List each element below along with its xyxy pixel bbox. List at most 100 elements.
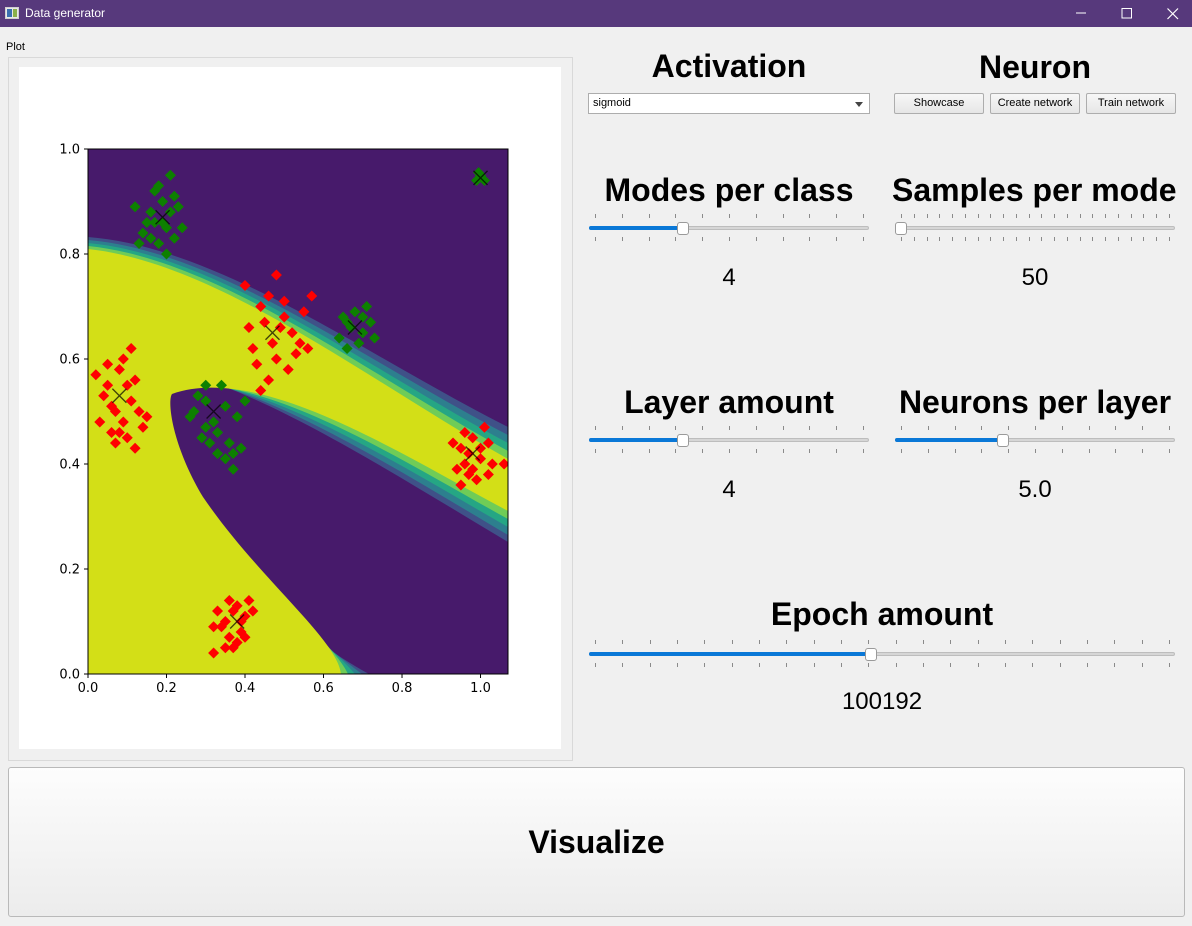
data-point (357, 311, 369, 323)
data-point (266, 337, 278, 349)
slider-tick (836, 426, 838, 430)
neuron-heading: Neuron (979, 49, 1091, 85)
slider-tick (990, 214, 992, 218)
slider-tick (1115, 449, 1117, 453)
data-point (235, 616, 247, 627)
showcase-button[interactable]: Showcase (894, 93, 984, 114)
slider-tick (1117, 214, 1119, 218)
maximize-button[interactable] (1104, 0, 1150, 27)
close-button[interactable] (1150, 0, 1192, 27)
data-point (133, 406, 145, 417)
slider-tick (1092, 237, 1094, 241)
slider-tick (952, 214, 954, 218)
slider-tick (1066, 214, 1068, 218)
data-point (243, 595, 255, 606)
slider-tick (621, 214, 623, 218)
data-points (90, 167, 508, 659)
neurons-per-layer-heading: Neurons per layer (898, 384, 1172, 420)
slider-tick (759, 663, 760, 667)
slider-tick (868, 663, 870, 667)
slider-tick (1169, 640, 1170, 644)
slider-fill (589, 226, 684, 230)
slider-handle[interactable] (996, 434, 1009, 447)
slider-tick (649, 663, 651, 667)
data-point (278, 311, 290, 323)
slider-tick (813, 663, 815, 667)
slider-tick (1142, 426, 1144, 430)
slider-tick (954, 449, 956, 453)
data-point (341, 343, 353, 354)
slider-handle[interactable] (895, 222, 907, 235)
slider-tick (901, 237, 902, 241)
slider-tick (913, 237, 915, 241)
slider-handle[interactable] (677, 434, 690, 447)
activation-select-value: sigmoid (593, 97, 631, 109)
data-point (471, 474, 483, 486)
layer-amount-slider[interactable] (589, 426, 869, 453)
layer-amount-heading: Layer amount (624, 384, 834, 420)
data-point (219, 453, 231, 465)
slider-tick (675, 237, 677, 241)
data-point (129, 374, 141, 386)
data-point (294, 337, 306, 349)
data-point (478, 421, 490, 433)
slider-tick (649, 640, 651, 644)
data-point (137, 227, 149, 239)
y-tick-label: 0.0 (59, 668, 80, 683)
slider-tick (1061, 426, 1063, 430)
data-point (223, 631, 235, 643)
data-point (208, 621, 220, 633)
slider-tick (901, 426, 902, 430)
activation-select[interactable]: sigmoid (588, 93, 870, 114)
minimize-button[interactable] (1058, 0, 1104, 27)
window-title: Data generator (25, 6, 106, 20)
data-point (278, 295, 290, 307)
slider-tick (702, 214, 704, 218)
slider-tick (675, 426, 677, 430)
data-point (106, 427, 118, 438)
slider-tick (868, 640, 870, 644)
samples-per-mode-slider[interactable] (895, 214, 1175, 241)
neurons-per-layer-slider[interactable] (895, 426, 1175, 453)
slider-tick (954, 426, 956, 430)
data-point (223, 595, 235, 606)
slider-handle[interactable] (677, 222, 690, 235)
cluster-centers (111, 170, 488, 629)
slider-tick (1079, 237, 1081, 241)
slider-tick (836, 214, 838, 218)
slider-tick (648, 214, 650, 218)
x-tick-label: 1.0 (470, 681, 491, 696)
slider-tick (782, 214, 784, 218)
axes-frame (87, 148, 509, 675)
data-point (192, 390, 204, 402)
data-point (219, 642, 231, 654)
data-point (365, 316, 377, 328)
data-point (215, 621, 227, 633)
data-point (498, 458, 508, 470)
visualize-button[interactable]: Visualize (8, 767, 1185, 917)
data-point (137, 421, 149, 433)
slider-tick (1032, 663, 1034, 667)
epoch-amount-slider[interactable] (589, 640, 1175, 667)
slider-tick (677, 663, 678, 667)
slider-tick (863, 449, 864, 453)
data-point (455, 442, 467, 454)
slider-tick (702, 426, 704, 430)
minimize-icon (1076, 12, 1086, 14)
train-network-button[interactable]: Train network (1086, 93, 1176, 114)
data-point (290, 348, 302, 360)
create-network-button[interactable]: Create network (990, 93, 1080, 114)
slider-tick (1105, 214, 1107, 218)
slider-tick (786, 640, 788, 644)
data-point (459, 458, 471, 470)
close-icon (1167, 8, 1179, 20)
cluster-center-marker (206, 404, 222, 419)
data-point (129, 442, 141, 454)
data-point (357, 327, 369, 339)
slider-tick (782, 426, 784, 430)
slider-tick (648, 237, 650, 241)
slider-tick (1115, 426, 1117, 430)
modes-per-class-slider[interactable] (589, 214, 869, 241)
data-point (459, 427, 471, 438)
slider-handle[interactable] (864, 648, 877, 661)
